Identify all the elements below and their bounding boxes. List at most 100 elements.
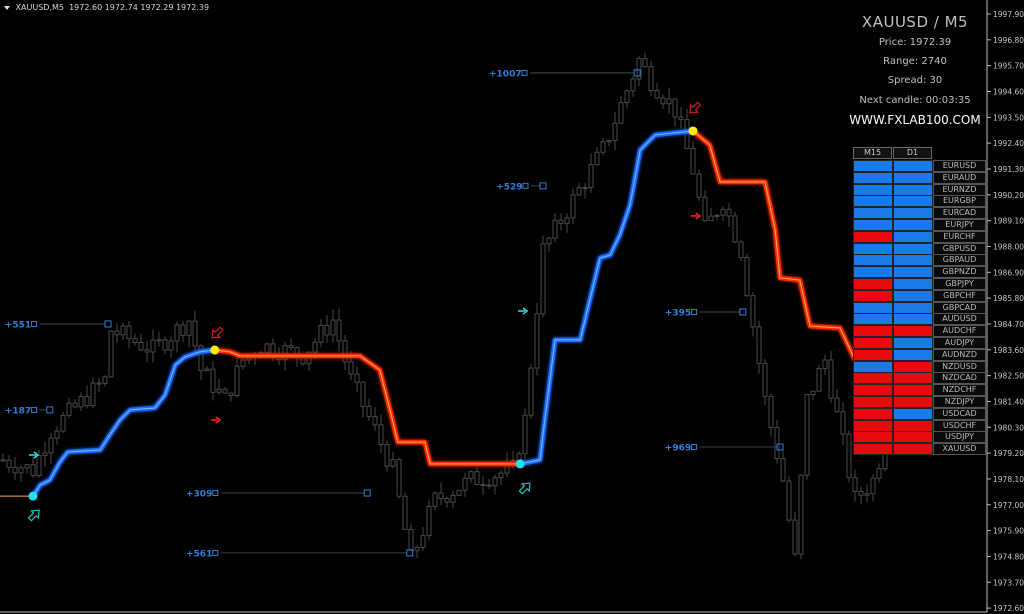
candle-body [732, 215, 738, 243]
symbol-button[interactable]: XAUUSD [933, 443, 986, 456]
candle-body [288, 345, 294, 349]
dashboard-row-usdchf[interactable]: USDCHF [853, 419, 986, 432]
dashboard-row-nzdusd[interactable]: NZDUSD [853, 360, 986, 373]
symbol-button[interactable]: EURNZD [933, 183, 986, 196]
d1-trend-cell [893, 360, 933, 373]
symbol-button[interactable]: AUDJPY [933, 337, 986, 349]
buy-signal-dot [28, 491, 38, 501]
website-link[interactable]: WWW.FXLAB100.COM [849, 113, 981, 127]
symbol-button[interactable]: USDCHF [933, 419, 986, 432]
candle-body [420, 535, 426, 548]
axis-tick-label: 1991.30 [993, 165, 1024, 174]
symbol-button[interactable]: EURUSD [933, 160, 986, 172]
axis-tick-label: 1972.60 [993, 604, 1024, 613]
ohlc-values: 1972.60 1972.74 1972.29 1972.39 [69, 3, 210, 12]
d1-trend-cell [893, 278, 933, 290]
dashboard-row-eurchf[interactable]: EURCHF [853, 230, 986, 243]
candle-body [480, 484, 486, 487]
candle-body [720, 208, 726, 216]
candle-body [642, 58, 648, 68]
dashboard-row-gbpaud[interactable]: GBPAUD [853, 254, 986, 267]
candle-body [438, 492, 444, 499]
d1-trend-cell [893, 325, 933, 338]
symbol-button[interactable]: GBPCHF [933, 289, 986, 302]
candle-body [180, 324, 186, 336]
symbol-button[interactable]: EURAUD [933, 171, 986, 184]
symbol-button[interactable]: EURGBP [933, 195, 986, 208]
dashboard-row-audchf[interactable]: AUDCHF [853, 325, 986, 338]
symbol-button[interactable]: NZDCAD [933, 372, 986, 385]
symbol-button[interactable]: USDJPY [933, 431, 986, 444]
dashboard-row-nzdjpy[interactable]: NZDJPY [853, 396, 986, 408]
symbol-button[interactable]: NZDJPY [933, 396, 986, 408]
d1-trend-cell [893, 183, 933, 196]
symbol-button[interactable]: GBPCAD [933, 301, 986, 314]
sell-entry-arrow-icon [210, 416, 222, 424]
dashboard-row-gbpnzd[interactable]: GBPNZD [853, 266, 986, 279]
dashboard-row-audusd[interactable]: AUDUSD [853, 313, 986, 326]
candle-body [360, 381, 366, 407]
symbol-button[interactable]: GBPJPY [933, 278, 986, 290]
d1-trend-cell [893, 195, 933, 208]
dashboard-row-nzdchf[interactable]: NZDCHF [853, 384, 986, 397]
dashboard-row-gbpchf[interactable]: GBPCHF [853, 289, 986, 302]
candle-body [30, 464, 36, 477]
candle-body [492, 477, 498, 487]
d1-trend-cell [893, 219, 933, 231]
dashboard-row-audnzd[interactable]: AUDNZD [853, 348, 986, 361]
candle-body [18, 467, 24, 474]
symbol-button[interactable]: EURCAD [933, 207, 986, 220]
pip-label: +969 [665, 444, 691, 454]
dashboard-row-eurgbp[interactable]: EURGBP [853, 195, 986, 208]
candle-body [468, 471, 474, 479]
dashboard-row-audjpy[interactable]: AUDJPY [853, 337, 986, 349]
candle-body [756, 326, 762, 364]
candle-body [48, 437, 54, 454]
symbol-button[interactable]: AUDNZD [933, 348, 986, 361]
candle-body [342, 340, 348, 363]
dashboard-row-gbpusd[interactable]: GBPUSD [853, 242, 986, 255]
m15-trend-cell [853, 195, 893, 208]
dashboard-row-usdcad[interactable]: USDCAD [853, 407, 986, 420]
dashboard-row-eurcad[interactable]: EURCAD [853, 207, 986, 220]
pip-marker-icon [212, 549, 219, 556]
price-axis[interactable]: 1997.90 1996.80 1995.70 1994.60 1993.50 1992.… [987, 10, 1024, 613]
symbol-button[interactable]: AUDUSD [933, 313, 986, 326]
symbol-button[interactable]: GBPUSD [933, 242, 986, 255]
symbol-button[interactable]: EURCHF [933, 230, 986, 243]
dashboard-row-eurusd[interactable]: EURUSD [853, 160, 986, 172]
column-header-m15: M15 [853, 147, 892, 159]
candle-body [444, 497, 450, 503]
m15-trend-cell [853, 219, 893, 231]
candle-body [192, 320, 198, 347]
dashboard-row-gbpcad[interactable]: GBPCAD [853, 301, 986, 314]
symbol-button[interactable]: GBPAUD [933, 254, 986, 267]
dashboard-row-gbpjpy[interactable]: GBPJPY [853, 278, 986, 290]
symbol-button[interactable]: NZDUSD [933, 360, 986, 373]
candle-body [378, 424, 384, 446]
dashboard-row-xauusd[interactable]: XAUUSD [853, 443, 986, 456]
m15-trend-cell [853, 396, 893, 408]
candle-body [90, 382, 96, 407]
candle-body [132, 338, 138, 344]
dashboard-row-eurjpy[interactable]: EURJPY [853, 219, 986, 231]
dashboard-row-euraud[interactable]: EURAUD [853, 171, 986, 184]
candle-body [210, 368, 216, 393]
axis-tick-label: 1978.10 [993, 475, 1024, 484]
symbol-button[interactable]: EURJPY [933, 219, 986, 231]
symbol-button[interactable]: AUDCHF [933, 325, 986, 338]
axis-tick-label: 1982.50 [993, 372, 1024, 381]
candle-body [498, 472, 504, 479]
dashboard-row-usdjpy[interactable]: USDJPY [853, 431, 986, 444]
symbol-button[interactable]: NZDCHF [933, 384, 986, 397]
candle-body [324, 324, 330, 336]
symbol-button[interactable]: GBPNZD [933, 266, 986, 279]
panel-spread: Spread: 30 [887, 75, 943, 86]
symbol-button[interactable]: USDCAD [933, 407, 986, 420]
dashboard-row-nzdcad[interactable]: NZDCAD [853, 372, 986, 385]
candle-body [540, 243, 546, 315]
candle-body [186, 320, 192, 336]
collapse-triangle-icon[interactable] [4, 5, 10, 10]
dashboard-row-eurnzd[interactable]: EURNZD [853, 183, 986, 196]
